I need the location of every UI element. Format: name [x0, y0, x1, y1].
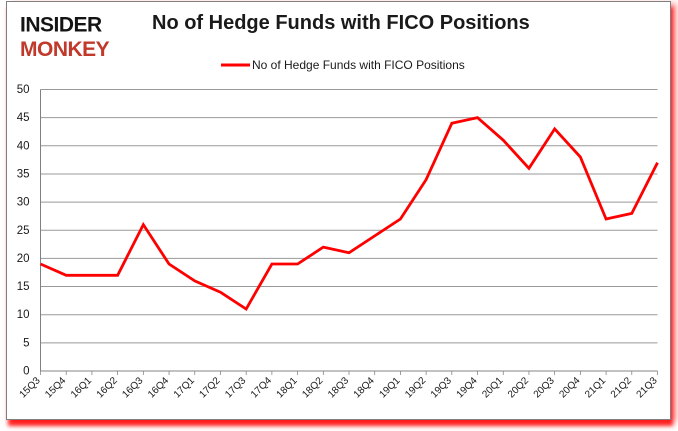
svg-text:15: 15 [17, 281, 30, 293]
svg-text:19Q3: 19Q3 [429, 375, 454, 400]
svg-text:17Q3: 17Q3 [223, 375, 248, 400]
svg-text:19Q1: 19Q1 [377, 375, 402, 400]
svg-text:0: 0 [23, 366, 29, 378]
svg-text:MONKEY: MONKEY [20, 38, 109, 60]
svg-text:20Q4: 20Q4 [557, 375, 582, 400]
svg-text:17Q2: 17Q2 [197, 375, 222, 400]
svg-text:19Q2: 19Q2 [403, 375, 428, 400]
svg-text:16Q2: 16Q2 [95, 375, 120, 400]
svg-text:21Q1: 21Q1 [583, 375, 608, 400]
svg-text:50: 50 [17, 84, 30, 96]
svg-text:16Q1: 16Q1 [69, 375, 94, 400]
svg-text:20: 20 [17, 253, 30, 265]
svg-text:INSIDER: INSIDER [20, 13, 102, 36]
svg-text:19Q4: 19Q4 [455, 375, 480, 400]
svg-text:16Q4: 16Q4 [146, 375, 171, 400]
svg-text:10: 10 [17, 309, 30, 321]
svg-text:18Q3: 18Q3 [326, 375, 351, 400]
svg-text:25: 25 [17, 225, 30, 237]
svg-text:15Q4: 15Q4 [43, 375, 68, 400]
svg-text:No of Hedge Funds with FICO Po: No of Hedge Funds with FICO Positions [152, 12, 530, 34]
svg-text:20Q1: 20Q1 [480, 375, 505, 400]
svg-text:15Q3: 15Q3 [18, 375, 43, 400]
svg-text:21Q3: 21Q3 [635, 375, 660, 400]
svg-text:18Q2: 18Q2 [300, 375, 325, 400]
svg-text:17Q4: 17Q4 [249, 375, 274, 400]
svg-text:30: 30 [17, 197, 30, 209]
svg-text:21Q2: 21Q2 [609, 375, 634, 400]
svg-text:35: 35 [17, 168, 30, 180]
svg-text:17Q1: 17Q1 [172, 375, 197, 400]
svg-text:40: 40 [17, 140, 30, 152]
svg-text:16Q3: 16Q3 [120, 375, 145, 400]
svg-text:20Q2: 20Q2 [506, 375, 531, 400]
svg-text:18Q4: 18Q4 [352, 375, 377, 400]
svg-text:18Q1: 18Q1 [275, 375, 300, 400]
svg-text:5: 5 [23, 337, 29, 349]
svg-text:No of Hedge Funds with FICO Po: No of Hedge Funds with FICO Positions [252, 58, 465, 72]
svg-text:20Q3: 20Q3 [532, 375, 557, 400]
svg-text:45: 45 [17, 112, 30, 124]
